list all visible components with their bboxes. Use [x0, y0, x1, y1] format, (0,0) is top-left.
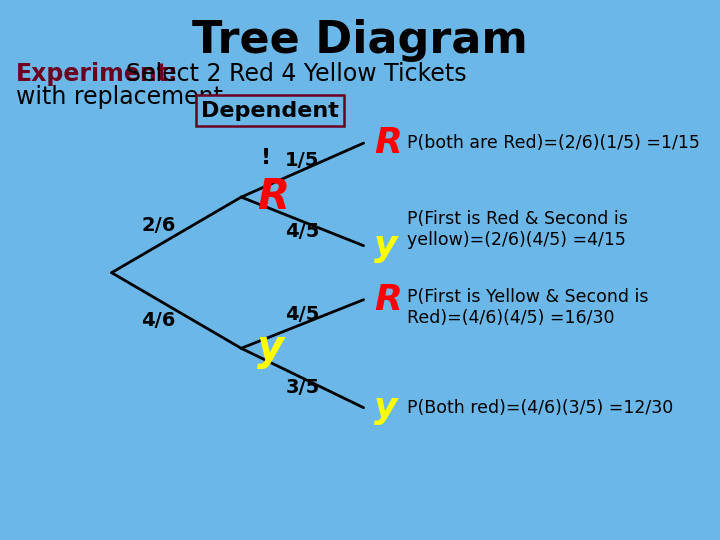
- Text: P(First is Red & Second is
yellow)=(2/6)(4/5) =4/15: P(First is Red & Second is yellow)=(2/6)…: [407, 210, 628, 249]
- Text: R: R: [374, 126, 402, 160]
- Text: Experiment:: Experiment:: [16, 62, 179, 86]
- Text: P(both are Red)=(2/6)(1/5) =1/15: P(both are Red)=(2/6)(1/5) =1/15: [407, 134, 700, 152]
- Text: Select 2 Red 4 Yellow Tickets: Select 2 Red 4 Yellow Tickets: [126, 62, 467, 86]
- Text: Tree Diagram: Tree Diagram: [192, 19, 528, 62]
- Text: 2/6: 2/6: [141, 215, 176, 235]
- Text: R: R: [374, 283, 402, 316]
- Text: 4/5: 4/5: [285, 305, 320, 324]
- Text: 1/5: 1/5: [285, 151, 320, 170]
- Text: 4/5: 4/5: [285, 221, 320, 241]
- Text: y: y: [257, 327, 284, 369]
- Text: !: !: [261, 148, 271, 168]
- Text: 4/6: 4/6: [141, 310, 176, 330]
- Text: y: y: [374, 391, 398, 424]
- Text: P(First is Yellow & Second is
Red)=(4/6)(4/5) =16/30: P(First is Yellow & Second is Red)=(4/6)…: [407, 288, 648, 327]
- Text: 3/5: 3/5: [285, 378, 320, 397]
- Text: y: y: [374, 229, 398, 262]
- Text: Dependent: Dependent: [201, 100, 339, 121]
- Text: P(Both red)=(4/6)(3/5) =12/30: P(Both red)=(4/6)(3/5) =12/30: [407, 399, 673, 417]
- Text: with replacement.: with replacement.: [16, 85, 230, 109]
- Text: R: R: [257, 176, 289, 218]
